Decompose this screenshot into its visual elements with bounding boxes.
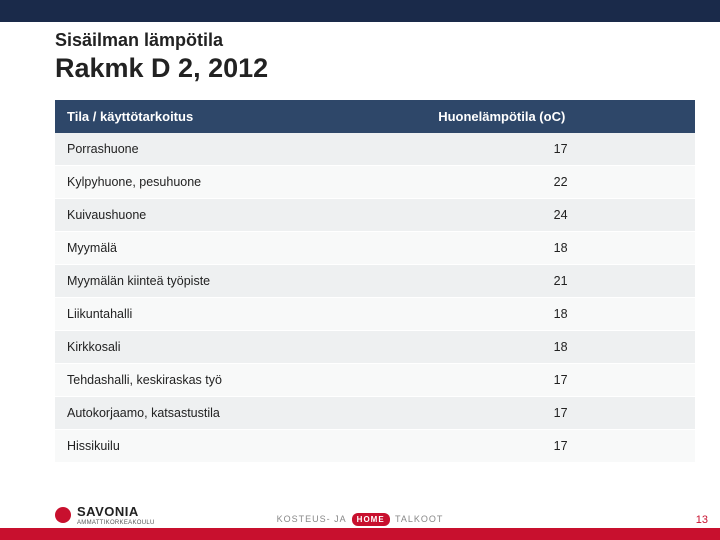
th-space: Tila / käyttötarkoitus (55, 100, 426, 133)
content-area: Sisäilman lämpötila Rakmk D 2, 2012 Tila… (55, 30, 695, 463)
cell-temp: 18 (426, 298, 695, 331)
slide: Sisäilman lämpötila Rakmk D 2, 2012 Tila… (0, 0, 720, 540)
page-number: 13 (696, 514, 708, 526)
cell-temp: 24 (426, 199, 695, 232)
table-row: Autokorjaamo, katsastustila17 (55, 397, 695, 430)
cell-temp: 18 (426, 331, 695, 364)
table-body: Porrashuone17Kylpyhuone, pesuhuone22Kuiv… (55, 133, 695, 463)
mid-right-text: TALKOOT (395, 514, 443, 524)
cell-space: Autokorjaamo, katsastustila (55, 397, 426, 430)
home-badge-icon: HOME (352, 513, 390, 526)
footer-strip (0, 528, 720, 540)
cell-temp: 21 (426, 265, 695, 298)
subtitle: Sisäilman lämpötila (55, 30, 695, 51)
cell-temp: 17 (426, 430, 695, 463)
th-temp: Huonelämpötila (oC) (426, 100, 695, 133)
table-row: Liikuntahalli18 (55, 298, 695, 331)
footer: SAVONIA AMMATTIKORKEAKOULU KOSTEUS- JA H… (0, 498, 720, 540)
footer-mid-logo: KOSTEUS- JA HOME TALKOOT (0, 513, 720, 526)
table-row: Hissikuilu17 (55, 430, 695, 463)
cell-space: Myymälä (55, 232, 426, 265)
table-row: Myymälä18 (55, 232, 695, 265)
cell-space: Kuivaushuone (55, 199, 426, 232)
cell-temp: 18 (426, 232, 695, 265)
cell-temp: 17 (426, 397, 695, 430)
table-row: Myymälän kiinteä työpiste21 (55, 265, 695, 298)
table-row: Kirkkosali18 (55, 331, 695, 364)
table-header-row: Tila / käyttötarkoitus Huonelämpötila (o… (55, 100, 695, 133)
cell-space: Kirkkosali (55, 331, 426, 364)
cell-temp: 17 (426, 364, 695, 397)
cell-temp: 22 (426, 166, 695, 199)
cell-space: Kylpyhuone, pesuhuone (55, 166, 426, 199)
cell-space: Myymälän kiinteä työpiste (55, 265, 426, 298)
table-row: Porrashuone17 (55, 133, 695, 166)
cell-temp: 17 (426, 133, 695, 166)
cell-space: Liikuntahalli (55, 298, 426, 331)
table-row: Kylpyhuone, pesuhuone22 (55, 166, 695, 199)
cell-space: Tehdashalli, keskiraskas työ (55, 364, 426, 397)
table-row: Tehdashalli, keskiraskas työ17 (55, 364, 695, 397)
top-bar (0, 0, 720, 22)
cell-space: Porrashuone (55, 133, 426, 166)
cell-space: Hissikuilu (55, 430, 426, 463)
mid-left-text: KOSTEUS- JA (277, 514, 347, 524)
page-title: Rakmk D 2, 2012 (55, 53, 695, 84)
table-row: Kuivaushuone24 (55, 199, 695, 232)
temperature-table: Tila / käyttötarkoitus Huonelämpötila (o… (55, 100, 695, 463)
